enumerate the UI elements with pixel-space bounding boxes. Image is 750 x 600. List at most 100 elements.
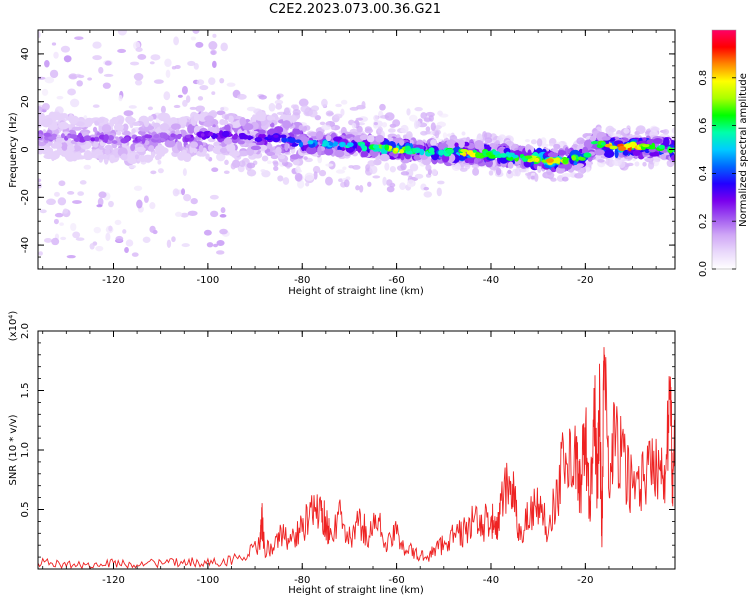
spectral-speckle — [300, 105, 310, 113]
spectral-speckle — [406, 108, 411, 116]
spectral-ridge-blob — [57, 113, 68, 119]
spectral-peak — [667, 147, 673, 154]
spectral-speckle — [367, 160, 376, 167]
spectral-speckle — [267, 160, 272, 165]
spectral-speckle — [246, 162, 256, 169]
spectral-speckle — [317, 155, 323, 164]
spectral-ridge-blob — [61, 142, 68, 151]
spectral-ridge-blob — [573, 160, 578, 166]
spectral-ridge-blob — [204, 115, 214, 122]
spectral-peak — [170, 133, 176, 138]
spectral-speckle — [340, 99, 348, 105]
spectral-speckle — [305, 182, 310, 187]
spectral-speckle — [561, 176, 569, 182]
spectral-ridge-blob — [55, 137, 63, 143]
spectral-speckle — [488, 170, 494, 176]
x-tick-label: -120 — [102, 275, 125, 286]
spectral-speckle — [212, 243, 218, 248]
spectral-peak — [43, 132, 51, 137]
colorbar: 0.0 0.2 0.4 0.6 0.8 Normalized spectral ampl… — [698, 29, 749, 277]
spectral-speckle — [373, 114, 379, 122]
spectral-ridge-blob — [315, 130, 324, 140]
spectral-ridge-blob — [69, 116, 79, 125]
spectral-speckle — [634, 161, 640, 167]
spectral-ridge-blob — [670, 154, 675, 161]
spectral-speckle — [246, 169, 257, 177]
spectral-speckle — [153, 79, 164, 84]
spectral-speckle — [57, 197, 67, 206]
spectral-peak — [554, 157, 561, 164]
spectral-speckle — [79, 180, 87, 185]
spectral-speckle — [210, 210, 219, 218]
spectral-ridge-blob — [129, 118, 134, 129]
x-tick-label: -40 — [483, 575, 499, 586]
y-tick-label: 1.0 — [20, 442, 31, 458]
spectral-ridge-blob — [642, 137, 647, 142]
spectral-speckle — [335, 103, 342, 108]
spectral-speckle — [340, 108, 345, 116]
spectral-ridge-blob — [359, 134, 368, 141]
spectral-speckle — [325, 176, 333, 186]
spectral-ridge-blob — [223, 137, 233, 145]
x-tick-label: -20 — [577, 275, 593, 286]
spectral-speckle — [95, 19, 102, 22]
spectral-speckle — [548, 143, 555, 147]
spectral-peak — [111, 140, 118, 144]
colorbar-frame — [711, 29, 737, 270]
spectral-speckle — [425, 126, 431, 133]
spectral-speckle — [87, 77, 93, 81]
spectral-speckle — [384, 112, 395, 121]
spectral-speckle — [171, 236, 176, 243]
spectral-speckle — [409, 114, 418, 122]
spectral-speckle — [51, 237, 60, 246]
spectral-speckle — [671, 127, 675, 134]
spectral-ridge-blob — [266, 115, 274, 121]
spectral-ridge-blob — [180, 123, 186, 129]
spectral-speckle — [364, 126, 372, 132]
spectral-peak — [507, 153, 512, 158]
spectral-speckle — [193, 63, 199, 70]
spectral-peak — [583, 152, 592, 158]
colorbar-tick-label: 0.6 — [698, 118, 709, 134]
spectral-peak — [466, 150, 474, 155]
spectral-speckle — [171, 65, 177, 70]
spectral-speckle — [351, 122, 357, 129]
spectral-speckle — [392, 119, 401, 127]
spectral-speckle — [197, 96, 204, 101]
spectral-ridge-blob — [567, 148, 572, 154]
spectral-peak — [472, 149, 477, 153]
spectral-speckle — [351, 164, 361, 170]
spectral-peak — [273, 134, 279, 138]
spectral-ridge-blob — [298, 124, 303, 131]
colorbar-tick-label: 0.8 — [698, 70, 709, 86]
spectral-speckle — [50, 15, 58, 24]
x-tick-label: -60 — [388, 275, 404, 286]
spectral-speckle — [216, 16, 222, 24]
spectral-ridge-blob — [63, 151, 71, 158]
spectral-ridge-blob — [375, 134, 385, 143]
spectrogram-x-ticks: -120 -100 -80 -60 -40 -20 — [42, 30, 657, 286]
snr-x-axis-label: Height of straight line (km) — [288, 585, 424, 596]
spectral-speckle — [38, 178, 42, 183]
spectral-ridge-blob — [404, 153, 411, 160]
spectral-speckle — [196, 79, 205, 86]
colorbar-gradient — [712, 30, 736, 269]
spectral-ridge-blob — [282, 120, 291, 129]
spectral-speckle — [216, 22, 226, 27]
spectral-speckle — [425, 164, 432, 172]
spectral-speckle — [39, 209, 47, 214]
spectral-speckle — [373, 121, 378, 126]
spectral-speckle — [58, 180, 66, 187]
spectral-speckle — [386, 186, 395, 193]
spectral-ridge-blob — [132, 121, 141, 126]
spectral-speckle — [199, 84, 209, 91]
spectral-peak — [600, 141, 606, 146]
spectral-speckle — [297, 179, 305, 189]
spectral-speckle — [104, 60, 112, 66]
spectral-speckle — [220, 21, 229, 27]
spectral-speckle — [98, 66, 104, 74]
spectral-speckle — [49, 69, 59, 79]
spectral-speckle — [102, 82, 111, 89]
spectral-speckle — [114, 219, 122, 226]
spectral-speckle — [304, 172, 315, 181]
